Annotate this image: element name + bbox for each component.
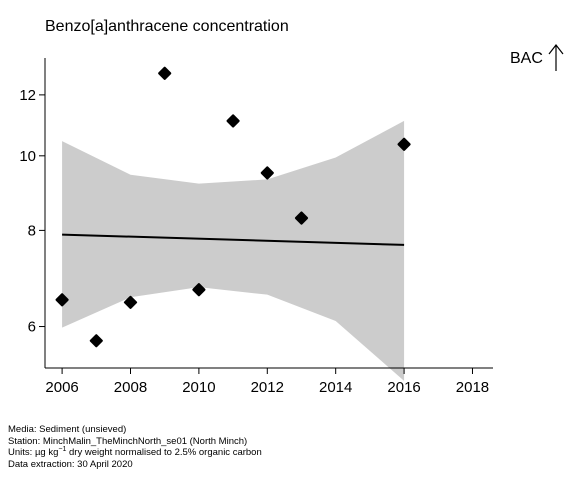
footer-media: Media: Sediment (unsieved)	[8, 424, 127, 435]
axes: 6 8 10 12 2006 2008 2010 2012 2014 2016 2018	[19, 58, 493, 396]
confidence-band	[62, 120, 405, 381]
data-point-2012	[260, 166, 274, 180]
data-point-2013	[294, 211, 309, 225]
x-tick-label-2016: 2016	[387, 379, 420, 396]
x-tick-label-2018: 2018	[456, 379, 489, 396]
x-tick-label-2012: 2012	[251, 379, 284, 396]
data-point-2016	[397, 137, 411, 151]
up-arrow-icon	[548, 44, 564, 71]
y-tick-label-10: 10	[19, 148, 36, 165]
assessment-label: BAC	[510, 50, 543, 67]
data-point-2011	[226, 114, 240, 128]
data-point-2006	[55, 293, 69, 307]
data-point-2009	[158, 66, 172, 80]
y-tick-label-8: 8	[28, 222, 36, 239]
data-point-2007	[89, 334, 103, 348]
x-tick-label-2006: 2006	[45, 379, 78, 396]
y-tick-label-6: 6	[28, 319, 36, 336]
data-point-2010	[192, 283, 206, 297]
x-tick-label-2010: 2010	[182, 379, 215, 396]
x-tick-label-2014: 2014	[319, 379, 352, 396]
trend-line	[62, 233, 405, 246]
y-tick-label-12: 12	[19, 87, 36, 104]
data-points	[55, 66, 411, 348]
footer-extraction: Data extraction: 30 April 2020	[8, 458, 133, 470]
x-tick-label-2008: 2008	[114, 379, 147, 396]
footer-station: Station: MinchMalin_TheMinchNorth_se01 (…	[8, 435, 248, 447]
footer-units: Units: µg kg−1 dry weight normalised to …	[8, 445, 262, 458]
footer-notes: Media: Sediment (unsieved) Station: Minc…	[8, 424, 262, 470]
data-point-2008	[123, 295, 138, 309]
chart-title: Benzo[a]anthracene concentration	[45, 18, 289, 35]
